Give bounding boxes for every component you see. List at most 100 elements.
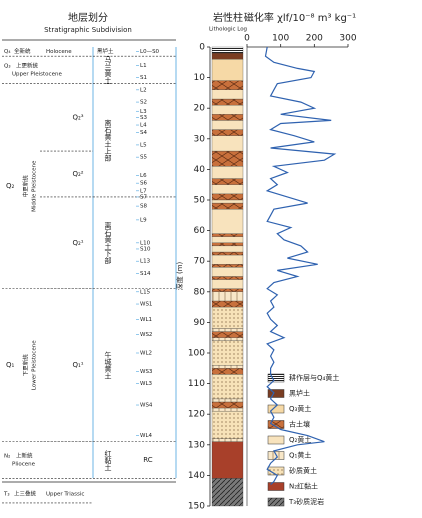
series-name: 全新统 (14, 47, 31, 55)
unit-label: L2 (140, 87, 147, 93)
legend-label: 耕作层与Q₄黄土 (289, 373, 339, 382)
series-code: N₂ (4, 454, 10, 460)
legend-swatch-pattern (268, 374, 284, 382)
lith-layer (211, 104, 244, 115)
lith-pattern (212, 478, 243, 506)
y-axis-label: 深度 (m) (175, 261, 184, 290)
unit-label: L9 (140, 217, 147, 223)
unit-label: WL4 (140, 433, 153, 439)
y-tick-label: 150 (188, 502, 205, 512)
table-title: 地层划分 (68, 11, 108, 24)
lith-layer (211, 120, 244, 130)
unit-label: WL1 (140, 317, 152, 323)
table-subtitle: Stratigraphic Subdivision (44, 26, 132, 34)
lith-pattern (212, 374, 243, 399)
unit-label: S4 (140, 130, 147, 136)
formation-code: RC (143, 456, 153, 464)
y-tick-label: 90 (194, 318, 206, 328)
series-english: Pliocene (12, 462, 36, 468)
y-tick-label: 20 (194, 104, 206, 114)
lith-layer (211, 135, 244, 152)
lith-layer (211, 209, 244, 234)
lith-pattern (212, 331, 243, 338)
y-tick-label: 100 (188, 349, 205, 359)
lith-pattern (212, 300, 243, 308)
lith-pattern (212, 401, 243, 409)
formation-label: 红黏土 (104, 449, 112, 471)
lith-pattern (212, 337, 243, 341)
unit-label: WS4 (140, 403, 153, 409)
lith-pattern (212, 276, 243, 280)
series-name: 下更新统 (22, 354, 30, 377)
unit-label: S14 (140, 271, 151, 277)
lith-pattern (212, 411, 243, 439)
log-title: 岩性柱 (213, 11, 243, 24)
unit-label: L3 (140, 109, 147, 115)
legend-swatch (267, 404, 285, 414)
series-english: Middle Pleistocene (32, 160, 38, 212)
unit-label: S2 (140, 100, 147, 106)
lith-layer (211, 166, 244, 179)
lith-layer (211, 89, 244, 100)
lith-pattern (212, 408, 243, 412)
y-tick-label: 80 (194, 287, 206, 297)
y-tick-label: 120 (188, 410, 205, 420)
series-english: Lower Pleistocene (32, 340, 38, 390)
unit-label: S3 (140, 115, 147, 121)
legend-label: T₃砂质泥岩 (288, 497, 324, 506)
unit-label: L13 (140, 259, 151, 265)
series-english: Holocene (46, 49, 72, 55)
y-tick-label: 50 (194, 196, 206, 206)
legend-label: Q₃黄土 (289, 404, 311, 413)
series-code: Q₃ (4, 63, 11, 69)
legend-swatch-pattern (268, 420, 284, 429)
lith-pattern (212, 398, 243, 402)
unit-label: L5 (140, 142, 147, 148)
lith-layer (211, 184, 244, 195)
lith-pattern (212, 193, 243, 200)
y-tick-label: 140 (188, 471, 205, 481)
lith-layer (211, 245, 244, 253)
formation-label: 离石黄土下部 (104, 221, 112, 265)
unit-label: S6 (140, 181, 147, 187)
y-tick-label: 30 (194, 134, 206, 144)
series-name: 上新统 (16, 452, 33, 460)
legend-label: 黑垆土 (289, 389, 310, 398)
series-code: Q₁ (6, 361, 15, 369)
unit-label: L10 (140, 240, 151, 246)
lith-pattern (212, 178, 243, 185)
legend-swatch (267, 435, 285, 445)
legend-swatch-pattern (268, 498, 284, 506)
lith-layer (211, 59, 244, 81)
unit-label: S7 (140, 194, 147, 200)
subseries-label: Q₂² (72, 170, 83, 178)
unit-label: S10 (140, 246, 151, 252)
lith-pattern (212, 129, 243, 136)
lith-pattern (212, 252, 243, 256)
unit-label: L0—S0 (140, 49, 160, 55)
series-code: T₃ (3, 491, 10, 497)
lith-pattern (212, 368, 243, 375)
formation-label: 离石黄土上部 (104, 118, 112, 162)
lith-pattern (212, 114, 243, 121)
lith-pattern (212, 340, 243, 366)
y-tick-label: 130 (188, 440, 205, 450)
lith-layer (211, 441, 244, 479)
y-tick-label: 110 (188, 379, 205, 389)
series-name: 上更新统 (16, 61, 39, 69)
subseries-label: Q₂¹ (72, 239, 83, 247)
lith-pattern (212, 233, 243, 237)
subseries-label: Q₁¹ (72, 361, 83, 369)
series-code: Q₂ (6, 182, 15, 190)
lith-layer (211, 254, 244, 265)
legend-label: Q₁黄土 (289, 451, 311, 460)
y-tick-label: 70 (194, 257, 206, 267)
x-tick-label: 200 (306, 34, 323, 44)
lith-pattern (212, 80, 243, 90)
legend-swatch (267, 389, 285, 398)
series-code: Q₄ (4, 49, 11, 55)
unit-label: S1 (140, 75, 147, 81)
x-tick-label: 300 (339, 34, 356, 44)
lith-pattern (212, 264, 243, 268)
susceptibility-line (264, 46, 337, 486)
